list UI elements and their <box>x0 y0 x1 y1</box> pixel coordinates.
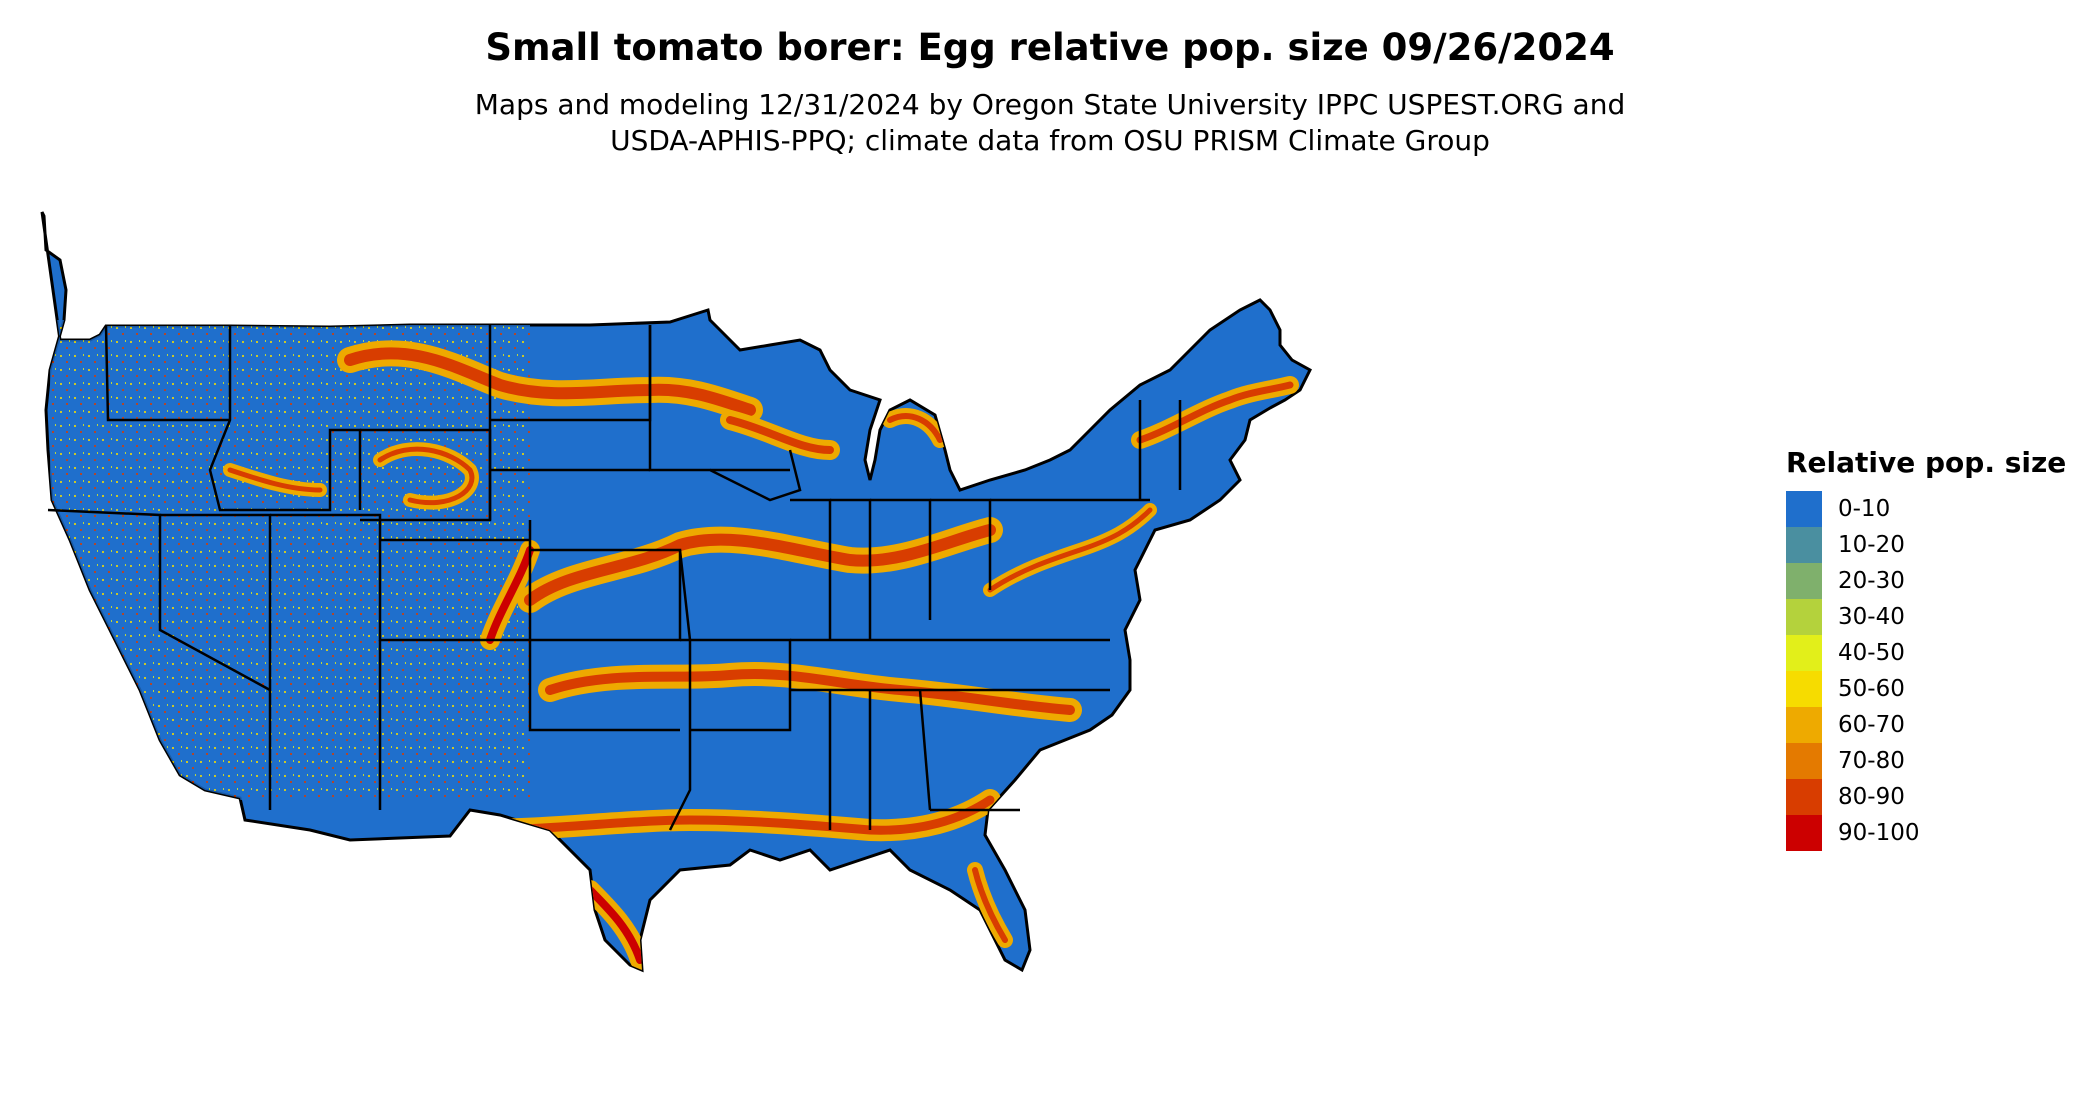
population-hotspots <box>50 320 1299 970</box>
legend-item: 20-30 <box>1786 563 2066 599</box>
legend-label: 0-10 <box>1838 496 1891 522</box>
legend-label: 70-80 <box>1838 748 1905 774</box>
map-title: Small tomato borer: Egg relative pop. si… <box>485 26 1615 69</box>
legend-label: 80-90 <box>1838 784 1905 810</box>
legend-item: 0-10 <box>1786 491 2066 527</box>
legend-swatch <box>1786 707 1822 743</box>
legend-label: 60-70 <box>1838 712 1905 738</box>
us-map <box>40 210 1312 972</box>
map-subtitle-line-1: Maps and modeling 12/31/2024 by Oregon S… <box>474 88 1626 121</box>
legend-item: 80-90 <box>1786 779 2066 815</box>
legend-label: 90-100 <box>1838 820 1920 846</box>
legend-swatch <box>1786 527 1822 563</box>
legend-item: 10-20 <box>1786 527 2066 563</box>
legend-item: 40-50 <box>1786 635 2066 671</box>
legend-swatch <box>1786 491 1822 527</box>
legend-swatch <box>1786 563 1822 599</box>
legend-label: 10-20 <box>1838 532 1905 558</box>
legend-item: 90-100 <box>1786 815 2066 851</box>
legend-label: 40-50 <box>1838 640 1905 666</box>
legend-swatch <box>1786 779 1822 815</box>
legend-title: Relative pop. size <box>1786 446 2067 479</box>
legend-label: 30-40 <box>1838 604 1905 630</box>
legend-item: 30-40 <box>1786 599 2066 635</box>
legend-item: 70-80 <box>1786 743 2066 779</box>
legend-label: 50-60 <box>1838 676 1905 702</box>
map-subtitle-line-2: USDA-APHIS-PPQ; climate data from OSU PR… <box>610 124 1490 157</box>
map-legend: Relative pop. size 0-10 10-20 20-30 30-40 40… <box>1786 446 2066 851</box>
state-borders <box>47 325 1182 831</box>
legend-swatch <box>1786 671 1822 707</box>
legend-swatch <box>1786 743 1822 779</box>
legend-item: 50-60 <box>1786 671 2066 707</box>
legend-swatch <box>1786 599 1822 635</box>
legend-item: 60-70 <box>1786 707 2066 743</box>
legend-swatch <box>1786 815 1822 851</box>
legend-swatch <box>1786 635 1822 671</box>
legend-label: 20-30 <box>1838 568 1905 594</box>
